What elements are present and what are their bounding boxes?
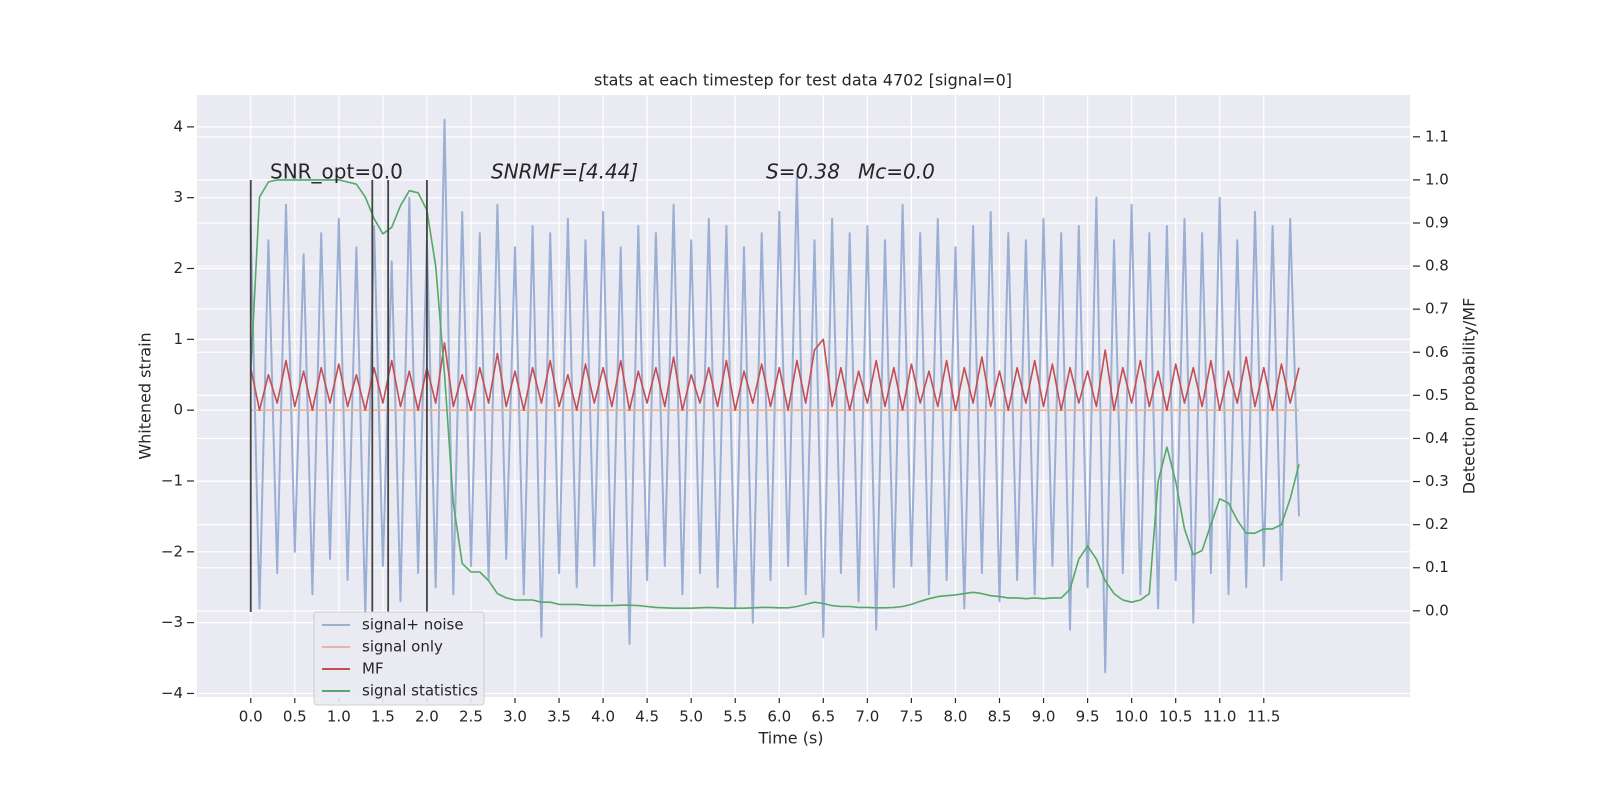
y-tick-label: −1 bbox=[161, 471, 183, 489]
y-tick-label: −3 bbox=[161, 613, 183, 631]
y-tick-label: 3 bbox=[173, 188, 183, 206]
x-tick-label: 10.0 bbox=[1115, 708, 1148, 726]
y-tick-label: 1 bbox=[173, 330, 183, 348]
annotation: S=0.38 bbox=[766, 160, 840, 184]
y-tick-label: −4 bbox=[161, 684, 183, 702]
legend-label: signal only bbox=[362, 638, 443, 656]
x-tick-label: 2.5 bbox=[459, 708, 483, 726]
x-tick-label: 3.0 bbox=[503, 708, 527, 726]
annotation: Mc=0.0 bbox=[858, 160, 935, 184]
x-tick-label: 1.5 bbox=[371, 708, 395, 726]
x-tick-label: 7.0 bbox=[855, 708, 879, 726]
y2-tick-label: 0.8 bbox=[1425, 257, 1449, 275]
series-line bbox=[249, 118, 1300, 674]
y2-tick-label: 0.3 bbox=[1425, 472, 1449, 490]
y2-tick-label: 0.1 bbox=[1425, 558, 1449, 576]
legend-label: signal+ noise bbox=[362, 616, 464, 634]
x-tick-label: 5.0 bbox=[679, 708, 703, 726]
x-tick-label: 0.0 bbox=[239, 708, 263, 726]
series-line bbox=[249, 179, 1300, 609]
x-tick-label: 9.0 bbox=[1032, 708, 1056, 726]
x-tick-label: 6.5 bbox=[811, 708, 835, 726]
annotation: SNR_opt=0.0 bbox=[270, 160, 403, 184]
x-tick-label: 11.5 bbox=[1247, 708, 1280, 726]
x-tick-label: 6.0 bbox=[767, 708, 791, 726]
x-tick-label: 4.0 bbox=[591, 708, 615, 726]
y-tick-label: 0 bbox=[173, 401, 183, 419]
y2-tick-label: 0.4 bbox=[1425, 429, 1449, 447]
y2-tick-label: 0.0 bbox=[1425, 601, 1449, 619]
y2-tick-label: 0.6 bbox=[1425, 343, 1449, 361]
x-tick-label: 5.5 bbox=[723, 708, 747, 726]
x-axis-label: Time (s) bbox=[757, 729, 823, 748]
legend-box bbox=[313, 611, 485, 706]
series-line bbox=[249, 338, 1300, 411]
x-tick-label: 11.0 bbox=[1203, 708, 1236, 726]
y-tick-label: 4 bbox=[173, 117, 183, 135]
chart-title: stats at each timestep for test data 470… bbox=[594, 71, 1012, 90]
x-tick-label: 8.0 bbox=[944, 708, 968, 726]
x-tick-label: 9.5 bbox=[1076, 708, 1100, 726]
y-axis-label: Whitened strain bbox=[136, 332, 155, 459]
x-tick-label: 3.5 bbox=[547, 708, 571, 726]
y2-tick-label: 0.5 bbox=[1425, 386, 1449, 404]
legend-label: MF bbox=[362, 660, 384, 678]
x-tick-label: 7.5 bbox=[899, 708, 923, 726]
y2-tick-label: 0.2 bbox=[1425, 515, 1449, 533]
y2-axis-label: Detection probability/MF bbox=[1460, 298, 1479, 495]
y2-tick-label: 0.9 bbox=[1425, 213, 1449, 231]
y-tick-label: −2 bbox=[161, 542, 183, 560]
y2-tick-label: 1.1 bbox=[1425, 127, 1449, 145]
x-tick-label: 8.5 bbox=[988, 708, 1012, 726]
x-tick-label: 2.0 bbox=[415, 708, 439, 726]
x-tick-label: 10.5 bbox=[1159, 708, 1192, 726]
x-tick-label: 4.5 bbox=[635, 708, 659, 726]
y2-tick-label: 1.0 bbox=[1425, 170, 1449, 188]
legend-label: signal statistics bbox=[362, 682, 478, 700]
annotation: SNRMF=[4.44] bbox=[491, 160, 638, 184]
x-tick-label: 0.5 bbox=[283, 708, 307, 726]
legend: signal+ noise signal only MF signal statist… bbox=[313, 611, 485, 706]
x-tick-label: 1.0 bbox=[327, 708, 351, 726]
y-tick-label: 2 bbox=[173, 259, 183, 277]
y2-tick-label: 0.7 bbox=[1425, 300, 1449, 318]
